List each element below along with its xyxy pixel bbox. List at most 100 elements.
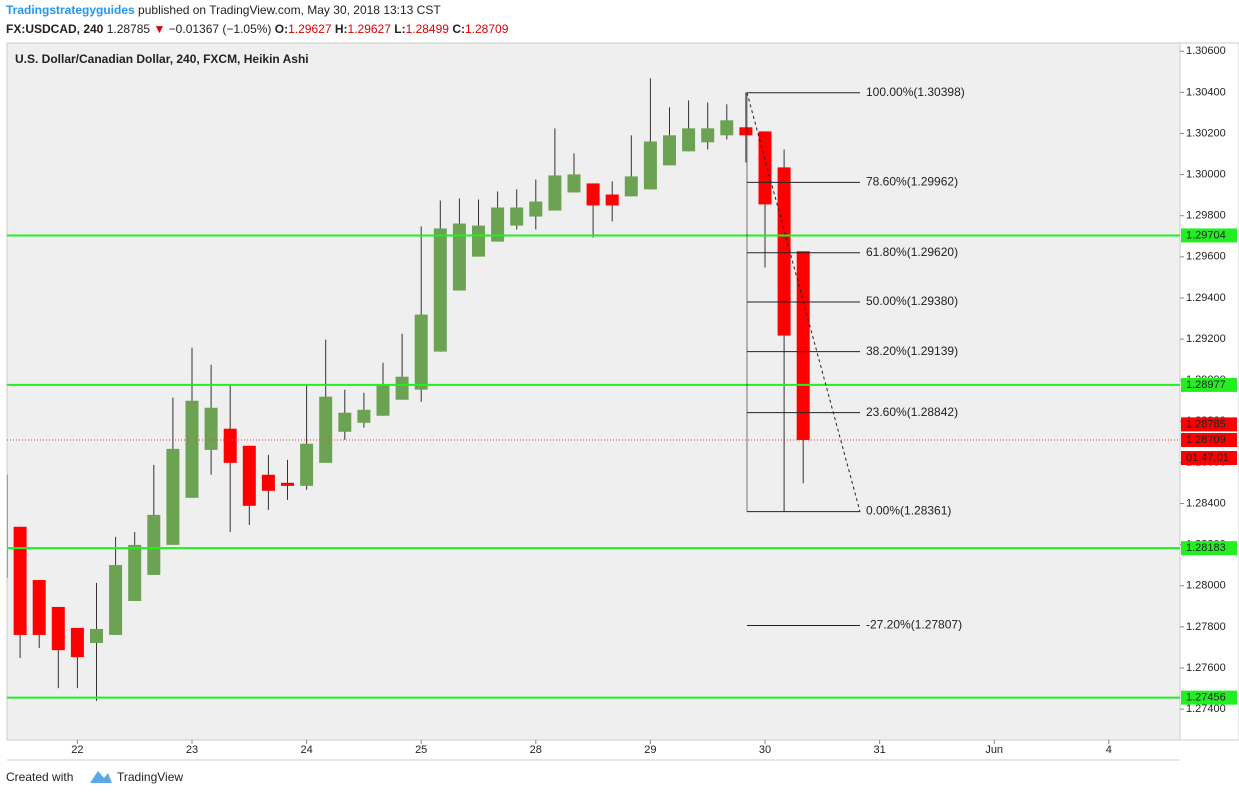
close-box: [1181, 433, 1237, 448]
level-label-box: [1181, 690, 1237, 705]
candle-body: [529, 201, 543, 217]
symbol: FX:USDCAD, 240: [6, 22, 104, 36]
fib-label: 50.00%(1.29380): [866, 294, 958, 308]
candle-body: [300, 443, 314, 486]
chart-pane: [6, 42, 1181, 741]
x-tick-label: Jun: [985, 744, 1003, 756]
candle-body: [643, 141, 657, 190]
level-label: 1.29704: [1186, 229, 1226, 241]
y-tick-label: 1.28000: [1186, 580, 1226, 592]
fib-label: -27.20%(1.27807): [866, 618, 962, 632]
candle-body: [433, 228, 447, 352]
candle-body: [32, 580, 46, 635]
level-label: 1.28183: [1186, 542, 1226, 554]
candle-body: [128, 544, 142, 602]
candle-body: [472, 225, 485, 257]
candle-body: [357, 409, 371, 423]
y-tick-label: 1.30200: [1186, 127, 1226, 139]
countdown-box: [1181, 451, 1237, 466]
h-value: 1.29627: [348, 22, 392, 36]
o-label: O:: [275, 22, 288, 36]
change: −0.01367 (−1.05%): [169, 22, 272, 36]
candle-body: [720, 120, 734, 136]
candle-body: [51, 606, 65, 651]
y-tick-label: 1.28400: [1186, 497, 1226, 509]
x-tick-label: 30: [759, 744, 771, 756]
author[interactable]: Tradingstrategyguides: [6, 3, 135, 17]
candle-body: [758, 131, 772, 205]
level-label: 1.28977: [1186, 379, 1226, 391]
candle-body: [166, 448, 180, 545]
header-line: Tradingstrategyguides published on Tradi…: [6, 3, 441, 17]
trend-line: [746, 92, 861, 512]
candle-body: [109, 565, 123, 635]
candle-body: [796, 251, 810, 441]
candle-body: [663, 135, 676, 166]
candle-body: [452, 223, 466, 291]
level-label: 1.27456: [1186, 692, 1226, 704]
candle-body: [90, 628, 103, 643]
fib-label: 0.00%(1.28361): [866, 504, 951, 518]
y-tick-label: 1.27600: [1186, 662, 1226, 674]
symbol-line: FX:USDCAD, 240 1.28785 ▼ −0.01367 (−1.05…: [6, 22, 509, 36]
candle-body: [13, 526, 27, 635]
chart-title: U.S. Dollar/Canadian Dollar, 240, FXCM, …: [15, 52, 309, 66]
candle-body: [701, 128, 715, 143]
candle-body: [242, 445, 256, 506]
level-label-box: [1181, 541, 1237, 556]
x-tick-label: 31: [873, 744, 885, 756]
candle-body: [491, 207, 505, 242]
candle-body: [586, 183, 600, 206]
c-value: 1.28709: [465, 22, 509, 36]
y-tick-label: 1.27800: [1186, 621, 1226, 633]
y-tick-label: 1.30600: [1186, 45, 1226, 57]
last-price: 1.28785: [1186, 418, 1226, 430]
fib-label: 61.80%(1.29620): [866, 245, 958, 259]
published: published on TradingView.com, May 30, 20…: [138, 3, 441, 17]
level-label-box: [1181, 228, 1237, 243]
candle-body: [70, 627, 84, 658]
y-tick-label: 1.29800: [1186, 210, 1226, 222]
o-value: 1.29627: [288, 22, 332, 36]
candle-body: [510, 207, 524, 226]
candle-body: [281, 482, 294, 486]
x-tick-label: 23: [186, 744, 198, 756]
price: 1.28785: [107, 22, 151, 36]
candle-body: [682, 128, 696, 152]
fib-label: 23.60%(1.28842): [866, 405, 958, 419]
candle-body: [739, 127, 753, 136]
l-value: 1.28499: [406, 22, 450, 36]
candle-body: [376, 384, 390, 416]
candle-body: [261, 474, 275, 491]
candle-body: [204, 407, 218, 450]
candle-body: [147, 514, 161, 575]
l-label: L:: [394, 22, 405, 36]
h-label: H:: [335, 22, 348, 36]
fib-label: 100.00%(1.30398): [866, 85, 965, 99]
candle-body: [605, 194, 619, 206]
close-price: 1.28709: [1186, 434, 1226, 446]
candle-body: [338, 412, 352, 432]
candle-body: [185, 400, 199, 498]
x-tick-label: 29: [644, 744, 656, 756]
candle-body: [395, 376, 409, 400]
y-tick-label: 1.27400: [1186, 703, 1226, 715]
countdown: 01:47:01: [1186, 452, 1229, 464]
x-tick-label: 25: [415, 744, 427, 756]
x-tick-label: 28: [530, 744, 542, 756]
candle-body: [624, 176, 638, 197]
x-tick-label: 24: [300, 744, 312, 756]
candle-body: [777, 167, 791, 336]
fib-label: 78.60%(1.29962): [866, 175, 958, 189]
tv-logo: [90, 771, 112, 783]
level-label-box: [1181, 377, 1237, 392]
footer-brand[interactable]: TradingView: [117, 770, 183, 784]
fib-label: 38.20%(1.29139): [866, 344, 958, 358]
candle-body: [319, 396, 333, 463]
x-tick-label: 4: [1106, 744, 1112, 756]
arrow: ▼: [153, 22, 165, 36]
candle-body: [567, 174, 581, 193]
c-label: C:: [452, 22, 465, 36]
x-tick-label: 22: [71, 744, 83, 756]
